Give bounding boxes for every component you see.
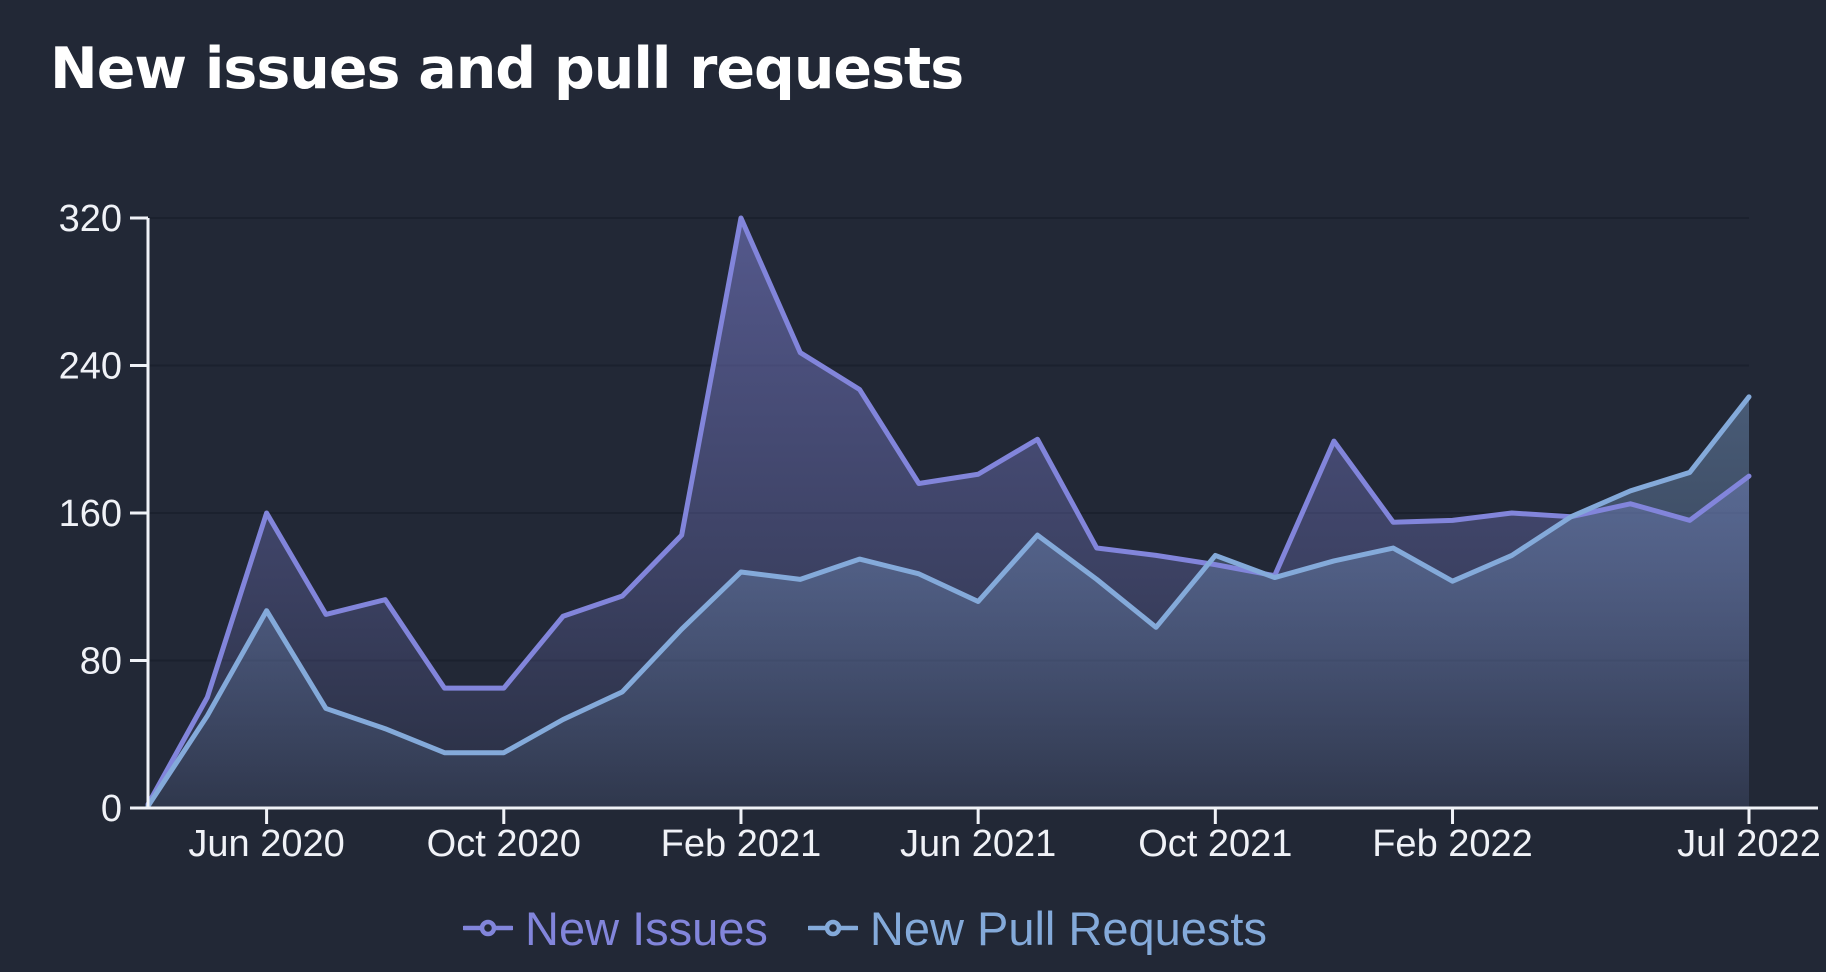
x-axis-label: Feb 2022 xyxy=(1372,823,1533,865)
line-marker-icon xyxy=(463,919,513,937)
x-axis-label: Jun 2020 xyxy=(188,823,344,865)
legend-label-new-issues: New Issues xyxy=(525,901,768,955)
y-axis-label: 320 xyxy=(59,198,122,240)
legend-item-new-issues[interactable]: New Issues xyxy=(463,905,768,952)
y-axis-label: 160 xyxy=(59,493,122,535)
legend-label-new-pull-requests: New Pull Requests xyxy=(869,901,1267,955)
page-title: New issues and pull requests xyxy=(50,36,964,102)
x-axis-label: Feb 2021 xyxy=(661,823,822,865)
area-pull-requests xyxy=(148,396,1749,808)
y-axis-label: 80 xyxy=(80,641,122,683)
y-axis-label: 0 xyxy=(101,788,122,830)
line-marker-icon xyxy=(807,919,858,937)
legend-item-new-pull-requests[interactable]: New Pull Requests xyxy=(807,901,1267,955)
x-axis-label: Oct 2021 xyxy=(1138,823,1292,865)
line-issues xyxy=(145,215,1752,807)
line-pull-requests xyxy=(145,394,1752,809)
chart-legend: New Issues New Pull Requests xyxy=(0,898,1778,958)
x-axis-label: Oct 2020 xyxy=(427,823,581,865)
x-axis-label: Jun 2021 xyxy=(900,823,1056,865)
y-axis-label: 240 xyxy=(59,346,122,388)
x-axis-label: Jul 2022 xyxy=(1677,823,1821,865)
